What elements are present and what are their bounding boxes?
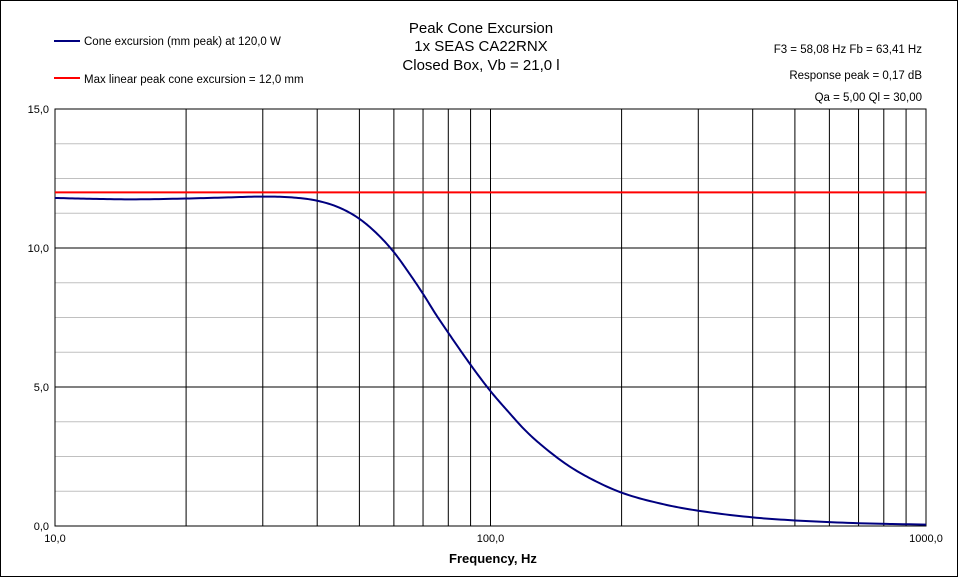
x-tick-label: 10,0 xyxy=(44,533,65,545)
legend-label-excursion: Cone excursion (mm peak) at 120,0 W xyxy=(84,36,281,48)
legend: Cone excursion (mm peak) at 120,0 W Max … xyxy=(54,36,304,86)
series-line-cone-excursion xyxy=(54,195,927,526)
major-gridlines xyxy=(54,108,927,527)
x-tick-label: 1000,0 xyxy=(909,533,943,545)
x-axis-label: Frequency, Hz xyxy=(449,551,537,566)
series-layer xyxy=(54,191,927,526)
annotation-response-peak: Response peak = 0,17 dB xyxy=(789,70,922,82)
plot-area xyxy=(54,108,927,527)
y-tick-label: 15,0 xyxy=(28,104,49,116)
y-tick-label: 0,0 xyxy=(34,521,49,533)
chart-title-line-2: 1x SEAS CA22RNX xyxy=(414,38,547,55)
annotation-f3-fb: F3 = 58,08 Hz Fb = 63,41 Hz xyxy=(774,44,923,56)
legend-label-max-linear: Max linear peak cone excursion = 12,0 mm xyxy=(84,74,304,86)
chart-title-line-3: Closed Box, Vb = 21,0 l xyxy=(402,57,559,74)
annotation-qa-ql: Qa = 5,00 Ql = 30,00 xyxy=(815,92,922,104)
tick-labels: 0,0 5,0 10,0 15,0 10,0 100,0 1000,0 xyxy=(28,104,943,545)
chart-title-line-1: Peak Cone Excursion xyxy=(409,20,553,37)
y-tick-label: 5,0 xyxy=(34,382,49,394)
x-tick-label: 100,0 xyxy=(477,533,505,545)
y-tick-label: 10,0 xyxy=(28,243,49,255)
